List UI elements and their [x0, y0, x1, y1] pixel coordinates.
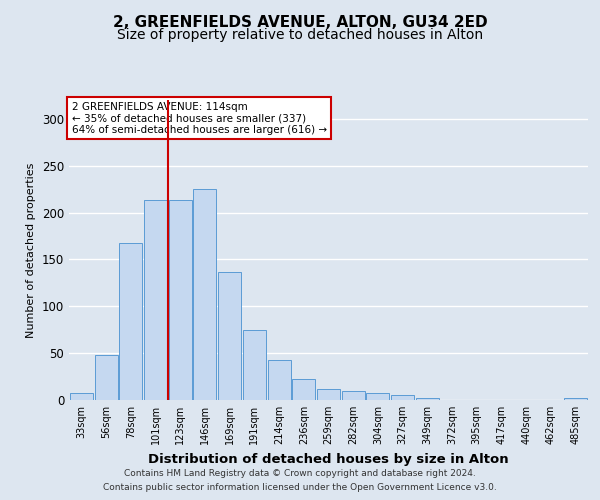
Text: Contains public sector information licensed under the Open Government Licence v3: Contains public sector information licen…: [103, 484, 497, 492]
X-axis label: Distribution of detached houses by size in Alton: Distribution of detached houses by size …: [148, 452, 509, 466]
Bar: [243, 330, 266, 400]
Bar: [292, 380, 315, 400]
Bar: [317, 389, 340, 400]
Bar: [416, 398, 439, 400]
Bar: [95, 355, 118, 400]
Y-axis label: Number of detached properties: Number of detached properties: [26, 162, 37, 338]
Bar: [119, 242, 142, 400]
Bar: [268, 360, 290, 400]
Text: 2, GREENFIELDS AVENUE, ALTON, GU34 2ED: 2, GREENFIELDS AVENUE, ALTON, GU34 2ED: [113, 15, 487, 30]
Bar: [564, 398, 587, 400]
Text: Size of property relative to detached houses in Alton: Size of property relative to detached ho…: [117, 28, 483, 42]
Bar: [169, 200, 192, 400]
Bar: [391, 396, 414, 400]
Bar: [342, 390, 365, 400]
Text: Contains HM Land Registry data © Crown copyright and database right 2024.: Contains HM Land Registry data © Crown c…: [124, 468, 476, 477]
Bar: [218, 272, 241, 400]
Text: 2 GREENFIELDS AVENUE: 114sqm
← 35% of detached houses are smaller (337)
64% of s: 2 GREENFIELDS AVENUE: 114sqm ← 35% of de…: [71, 102, 327, 134]
Bar: [193, 189, 217, 400]
Bar: [144, 200, 167, 400]
Bar: [367, 394, 389, 400]
Bar: [70, 394, 93, 400]
